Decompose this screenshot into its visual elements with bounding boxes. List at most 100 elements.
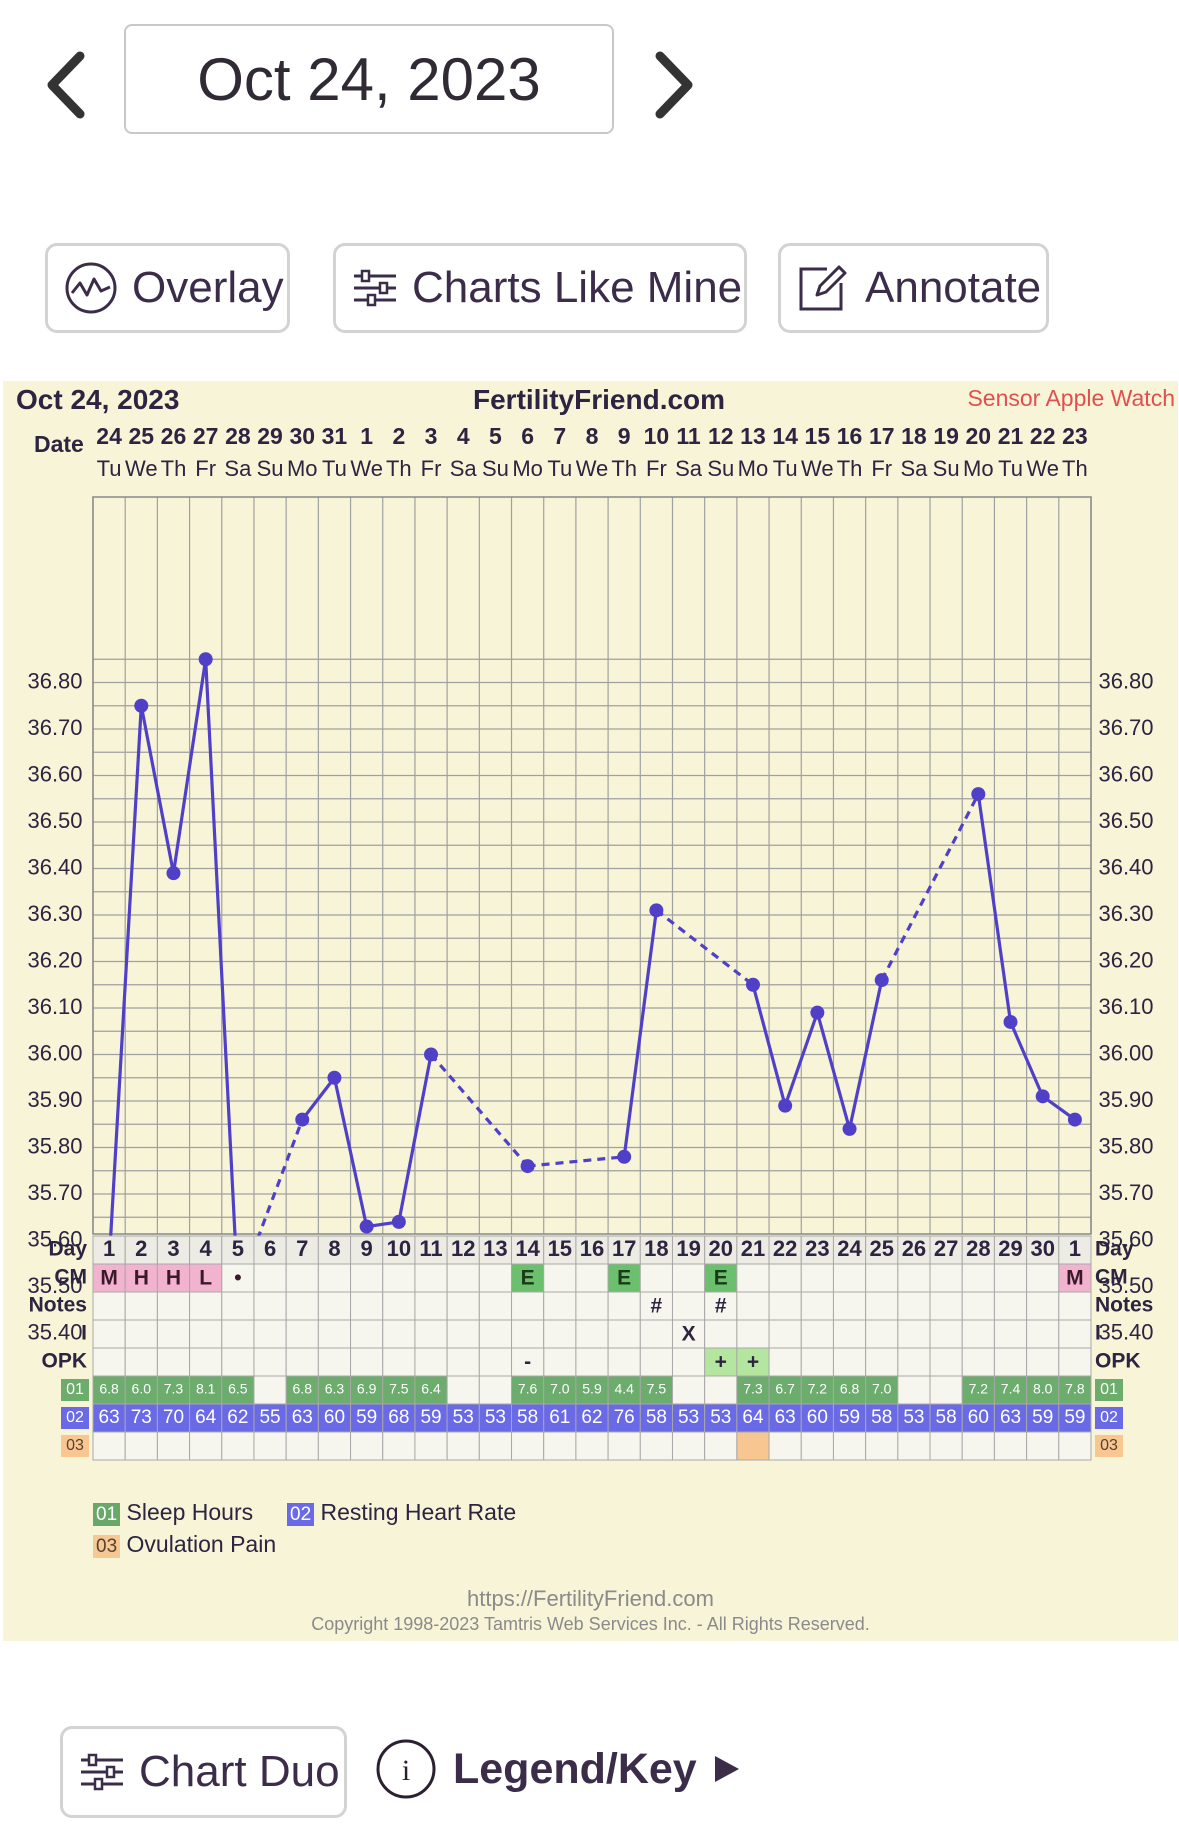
next-date-arrow[interactable] xyxy=(640,40,710,130)
y-tick-label-left: 35.80 xyxy=(27,1133,82,1158)
cell-opk xyxy=(92,1347,126,1377)
cell-opk xyxy=(1058,1347,1092,1377)
cell-notes xyxy=(124,1291,158,1321)
cell-opk xyxy=(639,1347,673,1377)
resting-heart-rate-value: 59 xyxy=(356,1407,377,1428)
cell-notes xyxy=(478,1291,513,1321)
legend-code-02: 02 xyxy=(287,1503,315,1526)
date-selector[interactable]: Oct 24, 2023 xyxy=(124,24,614,134)
cell-r1 xyxy=(961,1375,995,1405)
cell-day xyxy=(639,1235,673,1265)
cell-cm xyxy=(575,1263,609,1293)
y-tick-label-right: 35.90 xyxy=(1098,1087,1153,1112)
cell-r3 xyxy=(317,1431,352,1461)
day-number: 24 xyxy=(837,1236,862,1261)
weekday-tick-label: Tu xyxy=(322,456,347,481)
cm-entry: E xyxy=(521,1267,535,1290)
cell-cm xyxy=(671,1263,706,1293)
weekday-tick-label: We xyxy=(576,456,609,481)
cell-cm xyxy=(350,1263,384,1293)
y-tick-label-left: 35.70 xyxy=(27,1180,82,1205)
y-tick-label-left: 36.70 xyxy=(27,715,82,740)
annotate-button[interactable]: Annotate xyxy=(778,243,1049,333)
day-number: 3 xyxy=(167,1236,179,1261)
cell-r1 xyxy=(253,1375,287,1405)
sleep-hours-value: 7.2 xyxy=(969,1381,989,1397)
day-number: 5 xyxy=(232,1236,244,1261)
resting-heart-rate-value: 62 xyxy=(227,1407,248,1428)
sleep-hours-value: 6.8 xyxy=(293,1381,313,1397)
day-row-label-right: Day xyxy=(1095,1238,1134,1261)
cm-row-label-right: CM xyxy=(1095,1266,1128,1289)
date-tick-label: 15 xyxy=(805,423,831,449)
cell-cm xyxy=(961,1263,995,1293)
cell-r1 xyxy=(865,1375,899,1405)
cell-i xyxy=(768,1319,802,1349)
cell-cm xyxy=(478,1263,513,1293)
cell-opk xyxy=(929,1347,963,1377)
cell-notes xyxy=(575,1291,609,1321)
cell-r1 xyxy=(478,1375,513,1405)
day-number: 11 xyxy=(419,1236,442,1261)
date-tick-label: 8 xyxy=(586,423,599,449)
weekday-tick-label: Th xyxy=(837,456,863,481)
cell-day xyxy=(607,1235,641,1265)
cell-r3 xyxy=(1058,1431,1092,1461)
day-number: 13 xyxy=(483,1236,507,1261)
day-number: 23 xyxy=(805,1236,829,1261)
cell-r1 xyxy=(382,1375,416,1405)
cell-opk xyxy=(865,1347,899,1377)
chart-site-title: FertilityFriend.com xyxy=(473,384,726,415)
cm-row-label-left: CM xyxy=(54,1266,87,1289)
cm-entry: • xyxy=(234,1267,241,1290)
weekday-tick-label: Fr xyxy=(195,456,216,481)
overlay-button[interactable]: Overlay xyxy=(45,243,290,333)
chart-duo-button[interactable]: Chart Duo xyxy=(60,1726,347,1818)
cell-r3 xyxy=(575,1431,609,1461)
date-tick-label: 6 xyxy=(521,423,534,449)
cell-r3 xyxy=(156,1431,191,1461)
chart-grid xyxy=(92,496,1092,1358)
temperature-point xyxy=(778,1098,793,1113)
cell-notes xyxy=(607,1291,641,1321)
cell-opk xyxy=(189,1347,223,1377)
legend-key-link[interactable]: i Legend/Key xyxy=(375,1738,743,1800)
date-tick-label: 7 xyxy=(553,423,566,449)
day-number: 30 xyxy=(1030,1236,1054,1261)
day-number: 28 xyxy=(966,1236,990,1261)
cell-notes xyxy=(92,1291,126,1321)
date-tick-label: 3 xyxy=(425,423,438,449)
cm-entry: L xyxy=(199,1267,212,1290)
cell-cm xyxy=(865,1263,899,1293)
y-tick-label-right: 36.30 xyxy=(1098,901,1153,926)
intercourse-entry: X xyxy=(682,1323,696,1346)
charts-like-mine-label: Charts Like Mine xyxy=(412,263,743,312)
resting-heart-rate-value: 55 xyxy=(259,1407,280,1428)
temperature-line-segment xyxy=(783,1012,819,1107)
y-tick-label-left: 36.30 xyxy=(27,901,82,926)
charts-like-mine-button[interactable]: Charts Like Mine xyxy=(333,243,747,333)
previous-date-arrow[interactable] xyxy=(30,40,100,130)
cell-cm xyxy=(446,1263,480,1293)
cell-cm xyxy=(124,1263,158,1293)
opk-entry: + xyxy=(715,1351,727,1374)
cell-r3 xyxy=(897,1431,931,1461)
weekday-tick-label: Su xyxy=(257,456,284,481)
sleep-hours-value: 7.5 xyxy=(389,1381,409,1397)
sleep-hours-value: 7.0 xyxy=(872,1381,892,1397)
cell-opk xyxy=(543,1347,577,1377)
cell-cm xyxy=(221,1263,255,1293)
date-tick-label: 18 xyxy=(901,423,927,449)
cell-notes xyxy=(253,1291,287,1321)
date-tick-label: 10 xyxy=(644,423,670,449)
day-number: 1 xyxy=(103,1236,115,1261)
temperature-line-gap-segment xyxy=(429,1053,529,1168)
notes-entry: # xyxy=(651,1295,663,1318)
cell-r3 xyxy=(382,1431,416,1461)
y-tick-label-left: 36.60 xyxy=(27,761,82,786)
cell-i xyxy=(478,1319,513,1349)
date-tick-label: 13 xyxy=(740,423,766,449)
temperature-point xyxy=(134,698,149,713)
cell-cm xyxy=(414,1263,448,1293)
date-tick-label: 27 xyxy=(193,423,219,449)
